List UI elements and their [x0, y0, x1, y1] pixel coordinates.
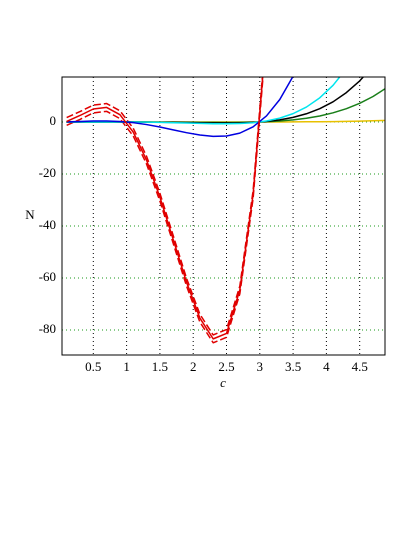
- x-tick-label: 2: [190, 359, 197, 374]
- x-axis-label: c: [220, 375, 226, 390]
- y-tick-label: 0: [50, 113, 57, 128]
- x-tick-label: 3.5: [285, 359, 301, 374]
- y-tick-label: -40: [39, 217, 56, 232]
- series-line: [66, 77, 294, 138]
- x-tick-label: 3: [257, 359, 264, 374]
- plot-lines: [66, 77, 385, 344]
- x-tick-label: 1: [123, 359, 130, 374]
- x-tick-label: 0.5: [85, 359, 101, 374]
- series-line: [66, 77, 264, 340]
- y-tick-label: -20: [39, 165, 56, 180]
- x-tick-label: 4: [323, 359, 330, 374]
- y-tick-label: -60: [39, 269, 56, 284]
- x-tick-label: 2.5: [218, 359, 234, 374]
- x-tick-label: 1.5: [152, 359, 168, 374]
- y-tick-label: -80: [39, 321, 56, 336]
- x-tick-label: 4.5: [352, 359, 368, 374]
- y-axis-label: N: [25, 207, 35, 222]
- plot-frame: [61, 76, 386, 356]
